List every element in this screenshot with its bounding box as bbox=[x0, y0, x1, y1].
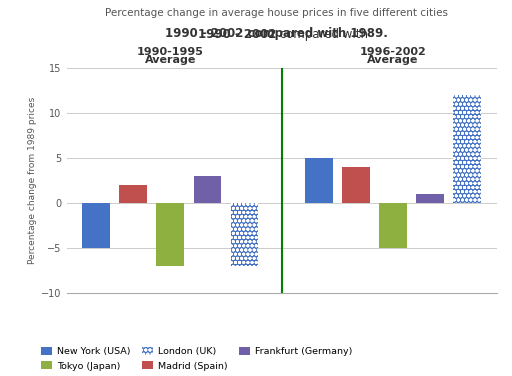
Text: 1990 - 2002: 1990 - 2002 bbox=[198, 28, 276, 41]
Text: Percentage change in average house prices in five different cities: Percentage change in average house price… bbox=[105, 8, 448, 18]
Bar bbox=[157, 203, 184, 266]
Text: 1990-1995: 1990-1995 bbox=[137, 47, 204, 57]
Legend: New York (USA), Tokyo (Japan), London (UK), Madrid (Spain), Frankfurt (Germany): New York (USA), Tokyo (Japan), London (U… bbox=[37, 343, 356, 374]
Bar bbox=[230, 203, 259, 266]
Bar bbox=[379, 203, 407, 248]
Text: 1990 - 2002 compared with 1989.: 1990 - 2002 compared with 1989. bbox=[165, 27, 388, 41]
Bar bbox=[453, 95, 481, 203]
Y-axis label: Percentage change from 1989 prices: Percentage change from 1989 prices bbox=[28, 97, 37, 264]
Text: Average: Average bbox=[145, 55, 196, 65]
Bar bbox=[119, 185, 147, 203]
Bar bbox=[194, 176, 221, 203]
Bar bbox=[305, 158, 333, 203]
Text: Average: Average bbox=[367, 55, 418, 65]
Text: 1996-2002: 1996-2002 bbox=[359, 47, 426, 57]
Text: compared with: compared with bbox=[276, 28, 372, 41]
Bar bbox=[82, 203, 110, 248]
Bar bbox=[416, 194, 444, 203]
Bar bbox=[342, 167, 370, 203]
